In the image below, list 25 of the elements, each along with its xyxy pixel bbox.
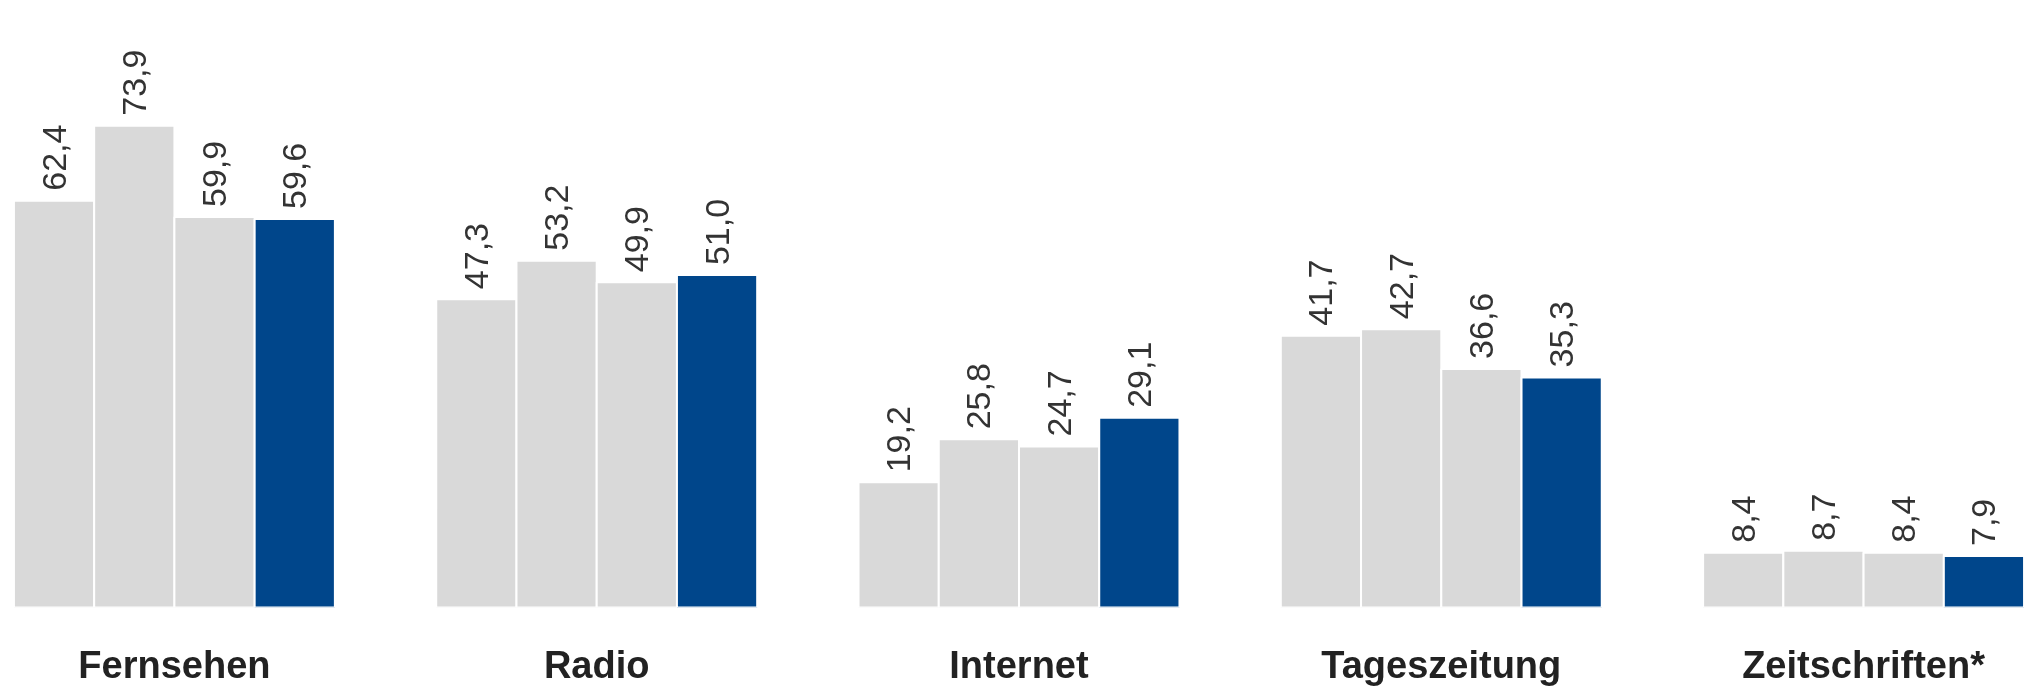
data-label: 41,7 <box>1301 259 1340 326</box>
x-tick-label: Zeitschriften* <box>1742 643 1986 686</box>
x-tick-label: Tageszeitung <box>1321 643 1562 686</box>
data-label: 29,1 <box>1119 341 1158 408</box>
data-label: 73,9 <box>114 49 153 116</box>
data-label: 42,7 <box>1381 252 1420 320</box>
data-label: 8,4 <box>1884 495 1923 543</box>
data-label: 59,6 <box>275 142 314 209</box>
data-label: 8,4 <box>1723 495 1762 543</box>
data-label: 7,9 <box>1964 498 2003 546</box>
data-label: 36,6 <box>1461 292 1500 359</box>
data-label: 24,7 <box>1039 370 1078 437</box>
data-label: 25,8 <box>959 363 998 430</box>
data-label: 53,2 <box>537 184 576 251</box>
x-tick-label: Internet <box>949 643 1090 686</box>
data-label: 47,3 <box>456 222 495 290</box>
data-label: 62,4 <box>34 124 73 191</box>
data-label: 59,9 <box>195 140 234 208</box>
x-tick-label: Fernsehen <box>78 643 271 686</box>
data-label: 49,9 <box>617 206 656 273</box>
data-label: 8,7 <box>1803 493 1842 541</box>
x-tick-label: Radio <box>543 643 650 686</box>
data-label: 19,2 <box>879 406 918 473</box>
data-label: 51,0 <box>697 198 736 266</box>
data-label: 35,3 <box>1542 301 1581 368</box>
